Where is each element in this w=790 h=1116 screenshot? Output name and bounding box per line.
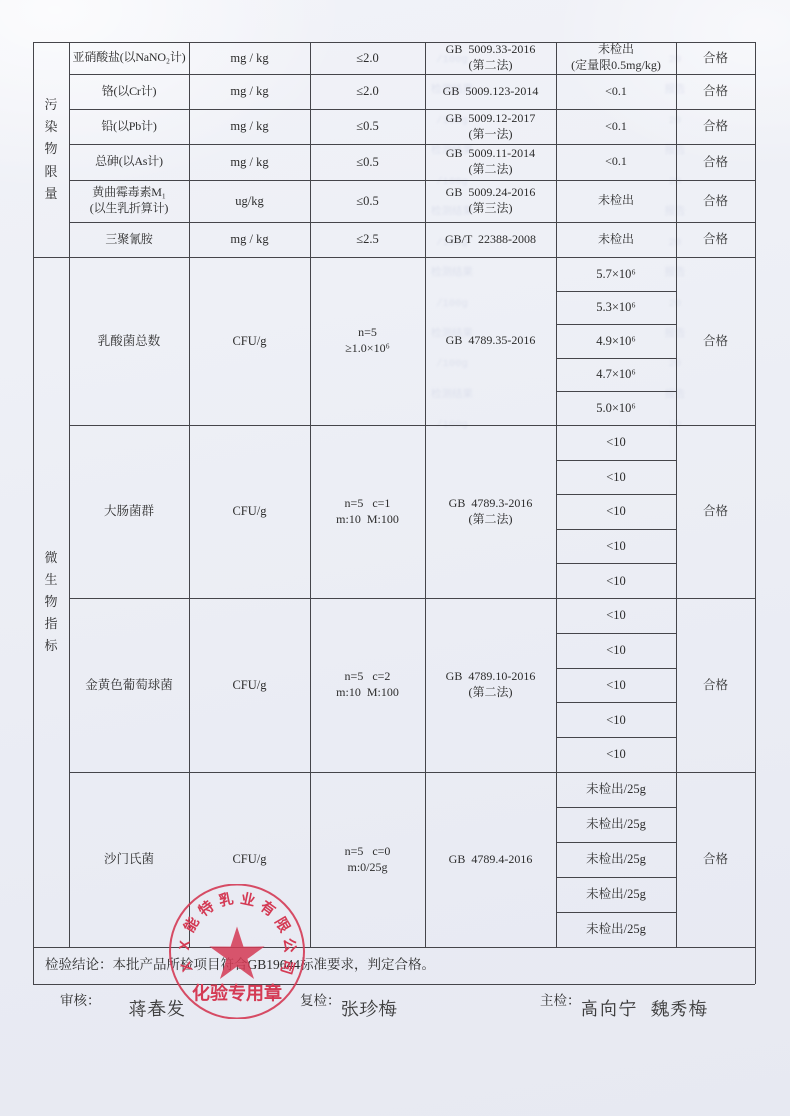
svg-text:乳: 乳 [217, 889, 235, 910]
svg-text:X: X [177, 939, 194, 951]
svg-text:特: 特 [195, 897, 218, 920]
svg-text:司: 司 [277, 957, 297, 976]
svg-text:公: 公 [280, 937, 299, 954]
svg-text:业: 业 [239, 890, 257, 910]
svg-text:有: 有 [257, 897, 279, 920]
svg-text:能: 能 [180, 913, 203, 935]
svg-text:X: X [178, 959, 196, 973]
svg-text:限: 限 [271, 914, 293, 936]
svg-text:化验专用章: 化验专用章 [192, 983, 282, 1004]
